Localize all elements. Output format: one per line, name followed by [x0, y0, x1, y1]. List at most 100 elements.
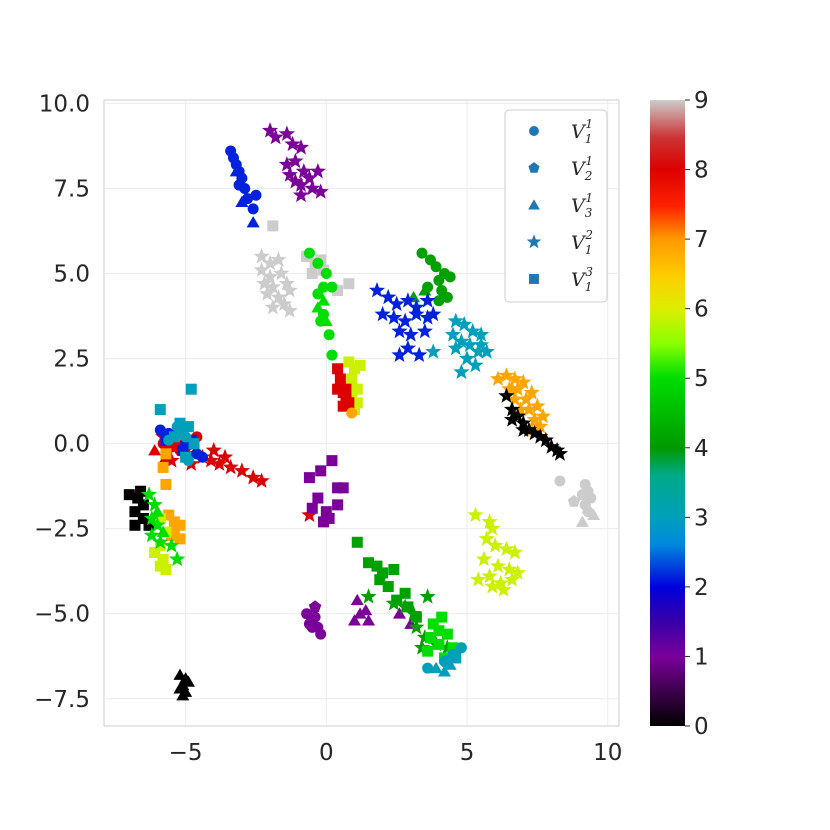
data-point-star [461, 336, 478, 352]
colorbar-gradient [650, 100, 685, 726]
data-point-star [529, 397, 546, 414]
data-point-square [332, 363, 344, 375]
data-point-star [498, 367, 515, 383]
data-point-star [408, 305, 425, 322]
data-point-star [453, 363, 470, 380]
data-point-triangle [235, 195, 249, 208]
data-point-square [132, 492, 144, 504]
y-tick-label: 0.0 [53, 432, 90, 458]
data-point-circle [303, 247, 315, 259]
data-point-star [475, 550, 492, 567]
data-point-triangle [148, 444, 162, 456]
data-point-star [402, 326, 419, 342]
data-point-star [481, 567, 498, 584]
data-point-star [278, 275, 296, 291]
legend-label: V12 [571, 228, 593, 257]
data-point-star [211, 455, 228, 471]
data-point-star [281, 302, 298, 318]
data-point-square [351, 397, 363, 409]
data-point-circle [326, 281, 338, 293]
x-tick-label: −5 [169, 740, 203, 766]
data-point-star [416, 629, 433, 645]
y-tick-label: −5.0 [34, 602, 90, 628]
data-point-square [154, 560, 166, 572]
data-point-square [433, 625, 445, 637]
data-point-square [348, 363, 360, 375]
data-point-triangle [575, 515, 589, 527]
data-point-triangle [353, 607, 367, 619]
data-point-star [233, 462, 250, 478]
data-point-star [360, 588, 377, 604]
data-point-square [363, 557, 375, 569]
data-point-square [303, 472, 315, 484]
data-point-square [323, 512, 335, 524]
data-point-triangle [587, 508, 601, 521]
data-point-circle [239, 182, 251, 194]
data-point-circle [433, 274, 445, 286]
data-point-square [306, 268, 318, 280]
colorbar-tick-label: 6 [694, 297, 709, 323]
data-point-star [425, 305, 442, 322]
data-point-circle [196, 451, 208, 463]
colorbar-tick-label: 5 [694, 366, 709, 392]
data-point-star [287, 152, 304, 169]
data-point-square [160, 564, 172, 575]
data-point-star [169, 435, 186, 451]
data-point-star [261, 122, 279, 138]
data-point-star [301, 169, 318, 186]
data-point-star [444, 326, 462, 342]
data-point-square [424, 632, 436, 644]
data-point-star [276, 295, 293, 312]
data-point-star [408, 618, 425, 635]
data-point-star [278, 125, 296, 141]
data-point-circle [182, 455, 194, 467]
data-point-square [371, 560, 383, 572]
data-point-star [512, 401, 529, 417]
data-point-circle [416, 247, 428, 259]
data-point-star [368, 282, 386, 298]
colorbar-tick-label: 0 [694, 714, 709, 740]
data-point-triangle [173, 682, 187, 694]
data-point-star [537, 431, 554, 448]
data-point-star [551, 445, 568, 461]
legend-label: V13 [571, 265, 593, 294]
data-point-star [489, 557, 507, 573]
colorbar-tick-label: 8 [694, 158, 709, 184]
data-point-triangle [311, 301, 325, 313]
data-point-square [137, 512, 149, 524]
data-point-star [411, 346, 428, 363]
data-point-square [343, 356, 355, 368]
data-point-star [526, 411, 543, 427]
data-point-square [340, 383, 352, 395]
data-point-square [129, 506, 141, 518]
data-point-square [337, 400, 349, 412]
data-point-star [425, 343, 442, 359]
data-point-square [337, 482, 349, 494]
data-point-square [374, 574, 386, 586]
data-point-pentagon [567, 494, 581, 507]
data-point-star [287, 173, 304, 189]
data-point-star [385, 595, 402, 611]
data-point-circle [576, 489, 588, 501]
data-point-circle [154, 424, 166, 436]
data-point-square [149, 546, 161, 558]
data-point-star [391, 346, 408, 363]
x-tick-label: 5 [460, 740, 475, 766]
data-point-square [318, 516, 330, 528]
data-point-star [205, 441, 222, 458]
data-point-square [306, 502, 318, 514]
data-point-triangle [350, 593, 364, 606]
data-point-square [334, 373, 346, 385]
data-point-star [295, 162, 312, 179]
data-point-square [436, 611, 448, 623]
data-point-star [447, 312, 464, 329]
data-point-star [467, 506, 484, 522]
data-point-star [484, 520, 501, 536]
y-tick-label: 5.0 [53, 262, 90, 288]
data-point-star [489, 370, 507, 386]
data-point-square [332, 482, 344, 494]
data-point-star [397, 312, 414, 329]
data-point-square [174, 519, 186, 531]
data-point-star [273, 265, 290, 281]
data-point-square [143, 519, 155, 531]
